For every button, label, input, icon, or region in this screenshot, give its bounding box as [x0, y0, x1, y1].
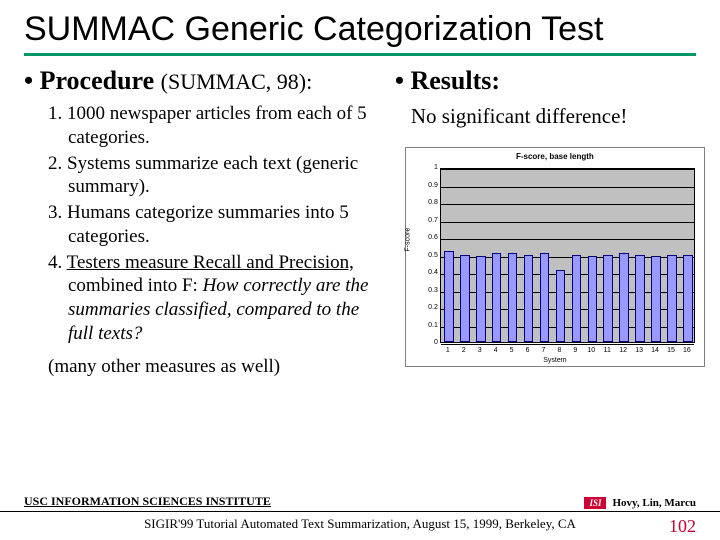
list-item: 1. 1000 newspaper articles from each of … [48, 102, 383, 150]
chart-xtick: 15 [664, 347, 678, 354]
columns: • Procedure (SUMMAC, 98): 1. 1000 newspa… [24, 66, 696, 378]
chart-xtick: 3 [473, 347, 487, 354]
chart-gridline [441, 204, 694, 205]
chart-bar [508, 253, 518, 342]
chart-xtick: 9 [568, 347, 582, 354]
procedure-label: Procedure [40, 66, 155, 95]
chart-xtick: 2 [457, 347, 471, 354]
authors: Hovy, Lin, Marcu [612, 497, 696, 509]
footer-bottom-row: SIGIR'99 Tutorial Automated Text Summari… [0, 512, 720, 540]
left-column: • Procedure (SUMMAC, 98): 1. 1000 newspa… [24, 66, 387, 378]
chart-ytick: 0.1 [420, 322, 438, 329]
chart-xtick: 10 [584, 347, 598, 354]
chart-ytick: 0.2 [420, 304, 438, 311]
chart-bar [635, 255, 645, 343]
chart-xtick: 12 [616, 347, 630, 354]
chart-ytick: 1 [420, 164, 438, 171]
chart-xtick: 7 [536, 347, 550, 354]
isi-logo: ISI [584, 497, 606, 509]
results-text: No significant difference! [411, 104, 696, 129]
procedure-heading: • Procedure (SUMMAC, 98): [24, 66, 387, 96]
chart-gridline [441, 222, 694, 223]
other-measures-note: (many other measures as well) [24, 356, 387, 378]
chart-ytick: 0.8 [420, 199, 438, 206]
chart-ytick: 0.5 [420, 252, 438, 259]
chart-xtick: 5 [505, 347, 519, 354]
chart-ytick: 0.7 [420, 217, 438, 224]
institute-name: USC INFORMATION SCIENCES INSTITUTE [24, 494, 271, 511]
chart-bar [540, 253, 550, 342]
chart-xtick: 14 [648, 347, 662, 354]
chart-ytick: 0.4 [420, 269, 438, 276]
chart-ytick: 0.9 [420, 182, 438, 189]
chart-xtick: 1 [441, 347, 455, 354]
right-column: • Results: No significant difference! F-… [387, 66, 696, 378]
chart-plot-area [440, 168, 695, 343]
chart-bar [460, 255, 470, 343]
results-heading: • Results: [395, 66, 696, 96]
chart-bar [556, 270, 566, 342]
chart-xlabel: System [543, 357, 566, 364]
chart-ytick: 0 [420, 339, 438, 346]
chart-title: F-score, base length [406, 148, 704, 161]
chart-xtick: 8 [552, 347, 566, 354]
chart-bar [619, 253, 629, 342]
chart-xtick: 4 [489, 347, 503, 354]
authors-block: ISI Hovy, Lin, Marcu [584, 497, 696, 511]
chart-gridline [441, 187, 694, 188]
footer: USC INFORMATION SCIENCES INSTITUTE ISI H… [0, 494, 720, 540]
conference-line: SIGIR'99 Tutorial Automated Text Summari… [144, 516, 576, 532]
title-rule [24, 53, 696, 56]
chart-bar [667, 255, 677, 343]
procedure-cite: (SUMMAC, 98): [161, 69, 313, 94]
chart-gridline [441, 344, 694, 345]
page-number: 102 [669, 516, 696, 537]
footer-top-row: USC INFORMATION SCIENCES INSTITUTE ISI H… [0, 494, 720, 512]
list-item: 4. Testers measure Recall and Precision,… [48, 251, 383, 346]
chart-ytick: 0.3 [420, 287, 438, 294]
chart-ytick: 0.6 [420, 234, 438, 241]
fscore-chart: F-score, base length F-score System 0 0.1… [405, 147, 705, 367]
chart-bar [572, 255, 582, 343]
slide-title: SUMMAC Generic Categorization Test [24, 10, 696, 49]
slide: SUMMAC Generic Categorization Test • Pro… [0, 0, 720, 540]
chart-gridline [441, 239, 694, 240]
chart-bar [683, 255, 693, 343]
chart-bar [524, 255, 534, 343]
chart-bar [476, 256, 486, 342]
procedure-list: 1. 1000 newspaper articles from each of … [24, 102, 387, 346]
chart-bar [651, 256, 661, 342]
list-item: 2. Systems summarize each text (generic … [48, 152, 383, 200]
chart-bar [492, 253, 502, 342]
chart-xtick: 6 [521, 347, 535, 354]
chart-bar [444, 251, 454, 342]
list-item: 3. Humans categorize summaries into 5 ca… [48, 201, 383, 249]
chart-xtick: 11 [600, 347, 614, 354]
chart-gridline [441, 169, 694, 170]
chart-bar [603, 255, 613, 343]
chart-xtick: 13 [632, 347, 646, 354]
chart-xtick: 16 [680, 347, 694, 354]
chart-ylabel: F-score [404, 228, 411, 252]
chart-bar [588, 256, 598, 342]
